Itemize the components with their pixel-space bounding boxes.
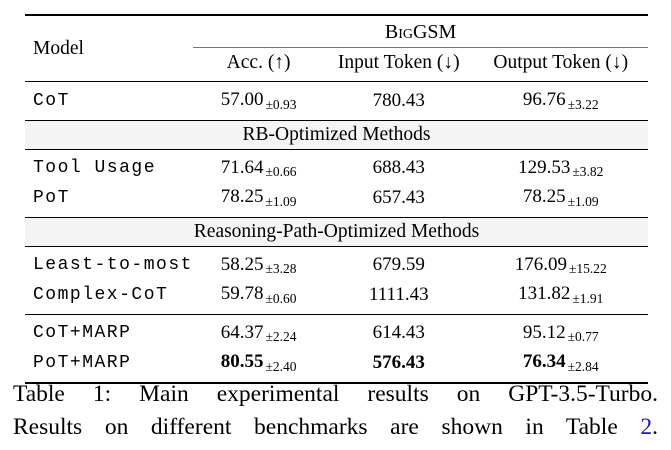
table-row-pot: PoT 78.25 ±1.09 657.43 78.25 ±1.09 [25, 183, 648, 217]
input-token-cell: 1111.43 [368, 283, 429, 305]
model-name: Complex-CoT [33, 284, 169, 305]
output-token-cell: 176.09 ±15.22 [474, 246, 648, 280]
input-token-cell: 688.43 [372, 157, 425, 179]
input-token-cell: 780.43 [372, 89, 425, 111]
output-token-cell: 96.76 ±3.22 [474, 82, 648, 121]
section-band-label: Reasoning-Path-Optimized Methods [25, 216, 648, 247]
section-band-label: RB-Optimized Methods [25, 119, 648, 150]
table-row-cot: CoT 57.00 ±0.93 780.43 96.76 ±3.22 [25, 82, 648, 121]
model-name: CoT [33, 90, 70, 111]
table-row-complex-cot: Complex-CoT 59.78 ±0.60 1111.43 131.82 ±1.… [25, 280, 648, 314]
model-name: PoT+MARP [25, 348, 194, 384]
model-name: Tool Usage [33, 158, 157, 179]
acc-cell: 71.64 ±0.66 [193, 149, 324, 183]
input-token-cell-best: 576.43 [324, 348, 474, 384]
column-header-model: Model [25, 14, 194, 82]
output-token-cell: 131.82 ±1.91 [474, 280, 648, 314]
output-value: 129.53 [518, 156, 571, 178]
output-value: 78.25 [522, 186, 566, 207]
output-stddev: ±1.09 [567, 193, 599, 209]
acc-stddev: ±1.09 [265, 193, 297, 209]
section-band-rb-optimized: RB-Optimized Methods [25, 119, 648, 150]
acc-value: 71.64 [220, 156, 264, 178]
acc-cell: 80.55 ±2.40 [193, 348, 325, 384]
acc-cell: 78.25 ±1.09 [193, 183, 324, 217]
header-row-metrics: Acc. (↑) Input Token (↓) Output Token (↓… [25, 47, 648, 82]
acc-stddev: ±0.66 [265, 164, 297, 179]
caption-line-2-period: . [652, 414, 658, 440]
acc-value-best: 80.55 [220, 351, 264, 372]
output-stddev: ±0.77 [567, 329, 599, 344]
input-token-cell: 614.43 [324, 313, 474, 348]
acc-cell: 59.78 ±0.60 [193, 280, 324, 314]
acc-value: 64.37 [220, 321, 264, 343]
table-row-least-to-most: Least-to-most 58.25 ±3.28 679.59 176.09 ±1… [25, 246, 648, 280]
output-value: 131.82 [518, 283, 571, 304]
table-row-pot-marp: PoT+MARP 80.55 ±2.40 576.43 76.34 ±2.84 [25, 348, 648, 384]
column-header-input-token: Input Token (↓) [324, 47, 474, 82]
acc-cell: 58.25 ±3.28 [193, 246, 324, 280]
output-stddev: ±3.82 [572, 164, 604, 179]
caption-line-2: Results on different benchmarks are show… [13, 411, 658, 444]
acc-value: 58.25 [220, 253, 264, 275]
table-row-tool-usage: Tool Usage 71.64 ±0.66 688.43 129.53 ±3.82 [25, 149, 648, 183]
table-2-link[interactable]: 2 [640, 414, 653, 440]
output-token-cell: 129.53 ±3.82 [474, 149, 648, 183]
output-stddev: ±15.22 [569, 261, 607, 276]
benchmark-group-header: BigGSM [193, 14, 648, 48]
output-value: 95.12 [522, 321, 566, 343]
column-header-accuracy: Acc. (↑) [193, 47, 325, 82]
acc-stddev: ±0.93 [265, 96, 297, 112]
output-stddev: ±2.84 [567, 358, 599, 374]
output-value: 176.09 [514, 253, 567, 275]
model-name: CoT+MARP [25, 313, 194, 348]
acc-stddev: ±0.60 [265, 290, 297, 306]
acc-value: 78.25 [220, 186, 264, 207]
output-value: 96.76 [522, 89, 566, 110]
acc-value: 59.78 [220, 283, 264, 304]
caption-line-2-text: Results on different benchmarks are show… [13, 414, 641, 440]
table-caption: Table 1: Main experimental results on GP… [13, 378, 658, 444]
caption-line-1: Table 1: Main experimental results on GP… [13, 381, 658, 407]
model-name: Least-to-most [33, 255, 193, 276]
acc-stddev: ±2.40 [265, 358, 297, 374]
results-table: Model BigGSM Acc. (↑) Input Token (↓) Ou… [25, 14, 648, 384]
model-name: PoT [33, 187, 70, 208]
results-table-container: Model BigGSM Acc. (↑) Input Token (↓) Ou… [25, 14, 648, 384]
acc-stddev: ±3.28 [265, 261, 297, 276]
header-row-benchmark: Model BigGSM [25, 14, 648, 82]
output-token-cell: 95.12 ±0.77 [473, 313, 648, 348]
output-token-cell: 78.25 ±1.09 [474, 183, 648, 217]
acc-stddev: ±2.24 [265, 329, 297, 344]
section-band-reasoning-path-optimized: Reasoning-Path-Optimized Methods [25, 216, 648, 247]
input-token-cell: 679.59 [372, 254, 425, 276]
output-value-best: 76.34 [522, 351, 566, 372]
column-header-output-token: Output Token (↓) [473, 47, 648, 82]
acc-cell: 64.37 ±2.24 [193, 313, 325, 348]
input-token-cell: 657.43 [372, 186, 425, 208]
acc-value: 57.00 [220, 89, 264, 110]
acc-cell: 57.00 ±0.93 [193, 82, 324, 121]
table-row-cot-marp: CoT+MARP 64.37 ±2.24 614.43 95.12 ±0.77 [25, 313, 648, 348]
output-token-cell: 76.34 ±2.84 [473, 348, 648, 384]
output-stddev: ±1.91 [572, 290, 604, 306]
output-stddev: ±3.22 [567, 96, 599, 112]
